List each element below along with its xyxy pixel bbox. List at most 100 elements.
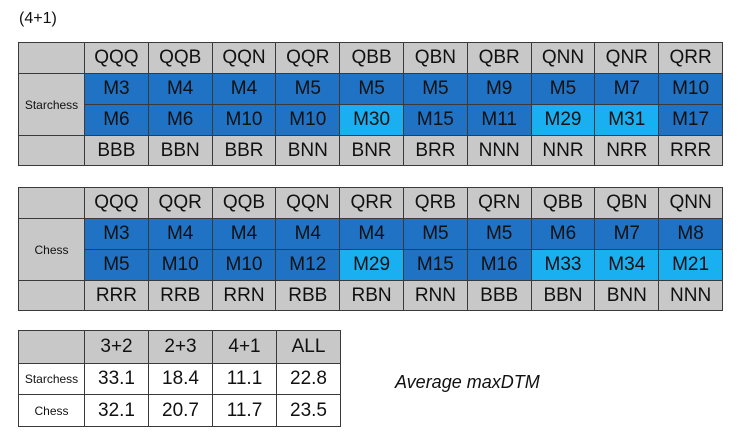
result-cell: M16 [466, 249, 532, 281]
header-cell: QQN [275, 187, 341, 219]
result-cell: M4 [147, 218, 213, 250]
result-cell: M10 [658, 73, 723, 105]
result-cell: M5 [84, 249, 149, 281]
footer-cell: RRN [211, 280, 277, 311]
summary-cell: 11.7 [212, 394, 277, 427]
corner-cell [18, 330, 85, 364]
header-cell: QQB [211, 187, 277, 219]
footer-cell: RRR [84, 280, 149, 311]
footer-cell: NNN [658, 280, 723, 311]
footer-cell: BNR [339, 135, 404, 166]
header-cell: QNN [530, 42, 596, 74]
footer-cell: RNN [403, 280, 468, 311]
result-cell: M4 [275, 218, 341, 250]
summary-cell: 18.4 [148, 363, 213, 395]
result-cell: M10 [211, 104, 277, 136]
result-cell: M29 [339, 249, 404, 281]
summary-cell: 22.8 [276, 363, 341, 395]
result-cell: M4 [147, 73, 213, 105]
row-label: Chess [18, 394, 85, 427]
summary-cell: 11.1 [212, 363, 277, 395]
footer-cell: BRR [403, 135, 468, 166]
corner-cell [18, 187, 85, 219]
result-cell: M3 [84, 73, 149, 105]
footer-cell: NNN [466, 135, 532, 166]
header-cell: QQR [147, 187, 213, 219]
header-cell: QQN [211, 42, 277, 74]
row-label: Starchess [18, 363, 85, 395]
result-cell: M6 [147, 104, 213, 136]
footer-cell: BBN [530, 280, 596, 311]
result-cell: M4 [339, 218, 404, 250]
result-cell: M4 [211, 218, 277, 250]
header-cell: QQR [275, 42, 341, 74]
corner-cell [18, 42, 85, 74]
result-cell: M10 [211, 249, 277, 281]
header-cell: ALL [276, 330, 341, 364]
header-cell: QBB [339, 42, 404, 74]
result-cell: M7 [594, 218, 660, 250]
result-cell: M6 [84, 104, 149, 136]
footer-cell: RBN [339, 280, 404, 311]
result-cell: M7 [594, 73, 660, 105]
result-cell: M21 [658, 249, 723, 281]
footer-cell: NRR [594, 135, 660, 166]
result-cell: M5 [275, 73, 341, 105]
row-label: Starchess [18, 73, 85, 136]
footer-cell: BNN [594, 280, 660, 311]
footer-cell: BBR [211, 135, 277, 166]
header-cell: QRB [403, 187, 468, 219]
header-cell: 2+3 [148, 330, 213, 364]
result-cell: M12 [275, 249, 341, 281]
header-cell: QBB [530, 187, 596, 219]
summary-cell: 23.5 [276, 394, 341, 427]
header-cell: QRR [658, 42, 723, 74]
summary-cell: 32.1 [84, 394, 149, 427]
title: (4+1) [19, 10, 57, 27]
header-cell: QQQ [84, 187, 149, 219]
result-cell: M17 [658, 104, 723, 136]
result-cell: M31 [594, 104, 660, 136]
result-cell: M33 [530, 249, 596, 281]
result-cell: M5 [466, 218, 532, 250]
footer-cell: RBB [275, 280, 341, 311]
header-cell: 3+2 [84, 330, 149, 364]
header-cell: 4+1 [212, 330, 277, 364]
result-cell: M8 [658, 218, 723, 250]
footer-cell: RRR [658, 135, 723, 166]
result-cell: M5 [403, 218, 468, 250]
result-cell: M15 [403, 104, 468, 136]
footer-cell: NNR [530, 135, 596, 166]
header-cell: QBN [594, 187, 660, 219]
footer-cell: RRB [147, 280, 213, 311]
result-cell: M4 [211, 73, 277, 105]
header-cell: QBR [466, 42, 532, 74]
corner-cell [18, 280, 85, 311]
header-cell: QNN [658, 187, 723, 219]
summary-cell: 20.7 [148, 394, 213, 427]
note: Average maxDTM [395, 372, 540, 392]
header-cell: QBN [403, 42, 468, 74]
footer-cell: BBN [147, 135, 213, 166]
row-label: Chess [18, 218, 85, 281]
result-cell: M34 [594, 249, 660, 281]
result-cell: M9 [466, 73, 532, 105]
header-cell: QRR [339, 187, 404, 219]
result-cell: M15 [403, 249, 468, 281]
result-cell: M5 [403, 73, 468, 105]
corner-cell [18, 135, 85, 166]
header-cell: QQQ [84, 42, 149, 74]
result-cell: M5 [530, 73, 596, 105]
summary-cell: 33.1 [84, 363, 149, 395]
result-cell: M29 [530, 104, 596, 136]
footer-cell: BBB [84, 135, 149, 166]
header-cell: QRN [466, 187, 532, 219]
result-cell: M6 [530, 218, 596, 250]
result-cell: M3 [84, 218, 149, 250]
result-cell: M10 [147, 249, 213, 281]
header-cell: QNR [594, 42, 660, 74]
result-cell: M30 [339, 104, 404, 136]
header-cell: QQB [147, 42, 213, 74]
footer-cell: BBB [466, 280, 532, 311]
